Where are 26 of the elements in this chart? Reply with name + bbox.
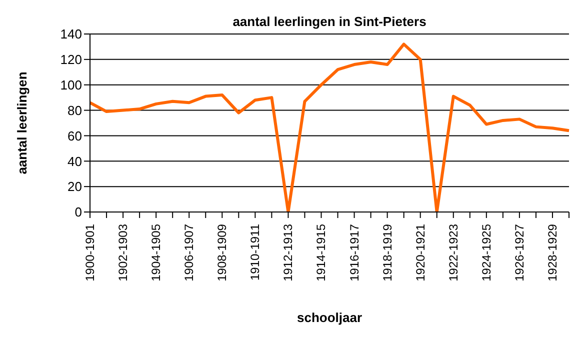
x-tick-label: 1914-1915 bbox=[314, 224, 328, 282]
x-tick-label: 1924-1925 bbox=[479, 224, 494, 282]
x-tick-label: 1902-1903 bbox=[116, 224, 130, 282]
x-tick-label: 1928-1929 bbox=[545, 224, 560, 282]
x-tick-label: 1900-1901 bbox=[83, 224, 97, 282]
y-tick-label: 140 bbox=[60, 26, 82, 42]
y-tick-label: 20 bbox=[68, 179, 82, 194]
x-tick-label: 1922-1923 bbox=[446, 224, 460, 282]
x-tick-label: 1920-1921 bbox=[413, 224, 428, 282]
x-tick-label: 1912-1913 bbox=[281, 224, 296, 282]
y-tick-label: 80 bbox=[68, 102, 82, 118]
x-tick-label: 1918-1919 bbox=[380, 224, 394, 282]
y-tick-label: 120 bbox=[60, 52, 82, 68]
x-tick-label: 1910-1911 bbox=[248, 224, 262, 280]
x-axis-title: schooljaar bbox=[296, 310, 362, 325]
chart-title: aantal leerlingen in Sint-Pieters bbox=[232, 14, 428, 29]
y-axis-title: aantal leerlingen bbox=[14, 72, 30, 174]
x-tick-label: 1906-1907 bbox=[182, 224, 196, 282]
x-tick-label: 1926-1927 bbox=[512, 224, 526, 282]
y-tick-label: 60 bbox=[68, 128, 82, 144]
x-tick-label: 1916-1917 bbox=[347, 224, 362, 282]
y-tick-label: 40 bbox=[68, 154, 82, 169]
x-tick-label: 1908-1909 bbox=[215, 224, 230, 282]
y-tick-label: 100 bbox=[60, 77, 82, 92]
x-tick-label: 1904-1905 bbox=[149, 224, 164, 282]
y-tick-label: 0 bbox=[74, 204, 82, 220]
